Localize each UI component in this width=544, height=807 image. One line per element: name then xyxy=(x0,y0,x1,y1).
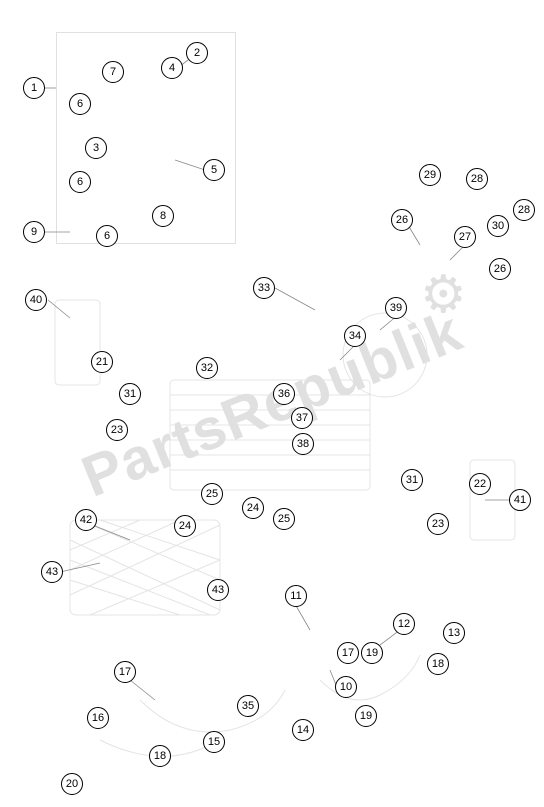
callout-37[interactable]: 37 xyxy=(291,407,313,429)
callout-label: 25 xyxy=(273,508,295,530)
callout-label: 18 xyxy=(149,745,171,767)
callout-19[interactable]: 19 xyxy=(355,705,377,727)
watermark-gear-icon: ⚙ xyxy=(420,265,467,325)
callout-label: 21 xyxy=(91,351,113,373)
callout-19[interactable]: 19 xyxy=(361,642,383,664)
callout-label: 19 xyxy=(361,642,383,664)
callout-24[interactable]: 24 xyxy=(242,497,264,519)
callout-10[interactable]: 10 xyxy=(335,676,357,698)
callout-label: 31 xyxy=(119,383,141,405)
callout-label: 16 xyxy=(87,707,109,729)
callout-label: 37 xyxy=(291,407,313,429)
callout-label: 18 xyxy=(427,653,449,675)
callout-label: 38 xyxy=(292,433,314,455)
callout-label: 22 xyxy=(469,473,491,495)
callout-23[interactable]: 23 xyxy=(427,513,449,535)
callout-label: 15 xyxy=(203,731,225,753)
callout-label: 42 xyxy=(75,509,97,531)
callout-26[interactable]: 26 xyxy=(391,209,413,231)
callout-label: 10 xyxy=(335,676,357,698)
diagram-canvas: ⚙ PartsRepublik 123456667891011121314151… xyxy=(0,0,544,807)
callout-label: 34 xyxy=(344,325,366,347)
callout-43[interactable]: 43 xyxy=(207,579,229,601)
subassembly-box xyxy=(56,32,236,244)
callout-label: 41 xyxy=(509,489,531,511)
callout-20[interactable]: 20 xyxy=(61,773,83,795)
callout-label: 28 xyxy=(513,199,535,221)
callout-label: 13 xyxy=(443,622,465,644)
callout-label: 20 xyxy=(61,773,83,795)
callout-label: 33 xyxy=(253,277,275,299)
callout-label: 9 xyxy=(23,221,45,243)
callout-label: 27 xyxy=(454,226,476,248)
callout-label: 14 xyxy=(292,719,314,741)
callout-label: 11 xyxy=(285,585,307,607)
callout-42[interactable]: 42 xyxy=(75,509,97,531)
callout-label: 26 xyxy=(391,209,413,231)
callout-27[interactable]: 27 xyxy=(454,226,476,248)
callout-18[interactable]: 18 xyxy=(149,745,171,767)
watermark-text: PartsRepublik xyxy=(73,297,472,510)
callout-41[interactable]: 41 xyxy=(509,489,531,511)
callout-35[interactable]: 35 xyxy=(237,695,259,717)
callout-30[interactable]: 30 xyxy=(487,215,509,237)
callout-label: 23 xyxy=(106,419,128,441)
callout-39[interactable]: 39 xyxy=(385,297,407,319)
callout-28[interactable]: 28 xyxy=(466,168,488,190)
callout-28[interactable]: 28 xyxy=(513,199,535,221)
callout-14[interactable]: 14 xyxy=(292,719,314,741)
callout-17[interactable]: 17 xyxy=(114,661,136,683)
callout-label: 35 xyxy=(237,695,259,717)
callout-label: 28 xyxy=(466,168,488,190)
callout-label: 30 xyxy=(487,215,509,237)
callout-31[interactable]: 31 xyxy=(119,383,141,405)
callout-label: 43 xyxy=(41,561,63,583)
callout-label: 17 xyxy=(337,642,359,664)
callout-40[interactable]: 40 xyxy=(25,289,47,311)
callout-36[interactable]: 36 xyxy=(273,383,295,405)
callout-23[interactable]: 23 xyxy=(106,419,128,441)
callout-33[interactable]: 33 xyxy=(253,277,275,299)
callout-26[interactable]: 26 xyxy=(489,258,511,280)
callout-25[interactable]: 25 xyxy=(201,483,223,505)
callout-label: 32 xyxy=(196,357,218,379)
callout-11[interactable]: 11 xyxy=(285,585,307,607)
callout-label: 17 xyxy=(114,661,136,683)
callout-16[interactable]: 16 xyxy=(87,707,109,729)
callout-label: 40 xyxy=(25,289,47,311)
callout-24[interactable]: 24 xyxy=(174,515,196,537)
callout-31[interactable]: 31 xyxy=(401,469,423,491)
callout-9[interactable]: 9 xyxy=(23,221,45,243)
callout-13[interactable]: 13 xyxy=(443,622,465,644)
callout-label: 36 xyxy=(273,383,295,405)
callout-label: 1 xyxy=(23,77,45,99)
callout-label: 29 xyxy=(419,164,441,186)
callout-label: 24 xyxy=(174,515,196,537)
callout-label: 39 xyxy=(385,297,407,319)
callout-label: 12 xyxy=(393,613,415,635)
callout-label: 26 xyxy=(489,258,511,280)
callout-label: 25 xyxy=(201,483,223,505)
callout-1[interactable]: 1 xyxy=(23,77,45,99)
callout-label: 43 xyxy=(207,579,229,601)
callout-25[interactable]: 25 xyxy=(273,508,295,530)
callout-18[interactable]: 18 xyxy=(427,653,449,675)
callout-32[interactable]: 32 xyxy=(196,357,218,379)
callout-label: 23 xyxy=(427,513,449,535)
callout-43[interactable]: 43 xyxy=(41,561,63,583)
callout-label: 31 xyxy=(401,469,423,491)
callout-34[interactable]: 34 xyxy=(344,325,366,347)
callout-29[interactable]: 29 xyxy=(419,164,441,186)
callout-label: 19 xyxy=(355,705,377,727)
callout-22[interactable]: 22 xyxy=(469,473,491,495)
callout-12[interactable]: 12 xyxy=(393,613,415,635)
callout-label: 24 xyxy=(242,497,264,519)
callout-38[interactable]: 38 xyxy=(292,433,314,455)
callout-17[interactable]: 17 xyxy=(337,642,359,664)
callout-15[interactable]: 15 xyxy=(203,731,225,753)
callout-21[interactable]: 21 xyxy=(91,351,113,373)
